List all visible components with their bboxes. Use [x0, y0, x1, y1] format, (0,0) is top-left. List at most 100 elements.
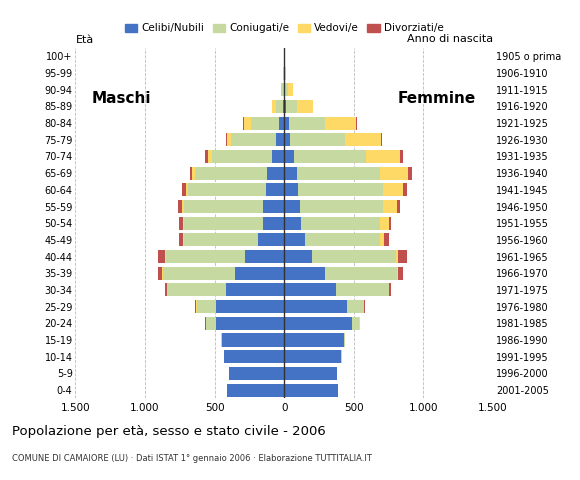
Bar — [190, 167, 193, 180]
Bar — [385, 233, 389, 246]
Bar — [178, 200, 182, 213]
Bar — [216, 317, 284, 330]
Bar — [208, 150, 212, 163]
Bar — [383, 183, 403, 196]
Bar — [396, 250, 398, 263]
Bar — [389, 216, 391, 230]
Bar — [224, 350, 284, 363]
Bar — [158, 250, 165, 263]
Bar — [283, 100, 284, 113]
Bar — [284, 150, 294, 163]
Bar — [263, 200, 284, 213]
Bar — [284, 216, 301, 230]
Bar — [184, 200, 263, 213]
Bar — [305, 233, 380, 246]
Bar — [325, 117, 356, 130]
Bar — [267, 167, 284, 180]
Bar — [271, 150, 284, 163]
Bar — [284, 200, 299, 213]
Bar — [408, 167, 412, 180]
Bar — [166, 250, 245, 263]
Bar — [381, 133, 382, 146]
Bar — [347, 300, 364, 313]
Bar — [276, 100, 283, 113]
Bar — [284, 233, 305, 246]
Bar — [312, 250, 396, 263]
Bar — [212, 150, 271, 163]
Bar — [165, 283, 167, 297]
Bar — [197, 300, 216, 313]
Bar — [276, 133, 284, 146]
Bar — [243, 117, 244, 130]
Bar — [195, 167, 267, 180]
Bar — [284, 300, 347, 313]
Bar — [380, 233, 385, 246]
Bar — [158, 267, 162, 280]
Bar — [397, 200, 400, 213]
Bar — [288, 83, 293, 96]
Text: Maschi: Maschi — [92, 91, 151, 106]
Legend: Celibi/Nubili, Coniugati/e, Vedovi/e, Divorziati/e: Celibi/Nubili, Coniugati/e, Vedovi/e, Di… — [125, 24, 444, 34]
Bar — [183, 233, 184, 246]
Bar — [284, 133, 291, 146]
Bar — [298, 183, 383, 196]
Bar — [163, 267, 235, 280]
Bar — [284, 317, 353, 330]
Bar — [165, 250, 166, 263]
Bar — [284, 334, 344, 347]
Bar — [284, 283, 336, 297]
Bar — [183, 216, 184, 230]
Bar — [222, 334, 284, 347]
Bar — [389, 283, 391, 297]
Text: Età: Età — [75, 35, 93, 45]
Bar — [284, 167, 297, 180]
Bar — [182, 183, 186, 196]
Bar — [186, 183, 188, 196]
Bar — [291, 133, 345, 146]
Bar — [179, 216, 183, 230]
Bar — [353, 317, 360, 330]
Bar — [297, 100, 313, 113]
Bar — [297, 167, 380, 180]
Bar — [221, 334, 222, 347]
Bar — [364, 300, 365, 313]
Text: COMUNE DI CAMAIORE (LU) · Dati ISTAT 1° gennaio 2006 · Elaborazione TUTTITALIA.I: COMUNE DI CAMAIORE (LU) · Dati ISTAT 1° … — [12, 454, 371, 463]
Bar — [263, 216, 284, 230]
Bar — [193, 167, 195, 180]
Bar — [235, 267, 284, 280]
Bar — [227, 384, 284, 396]
Bar — [336, 283, 389, 297]
Bar — [188, 183, 266, 196]
Bar — [231, 133, 276, 146]
Bar — [195, 300, 196, 313]
Bar — [284, 117, 289, 130]
Bar — [167, 283, 226, 297]
Bar — [284, 100, 285, 113]
Bar — [273, 100, 276, 113]
Bar — [398, 267, 403, 280]
Bar — [367, 150, 400, 163]
Bar — [284, 250, 312, 263]
Bar — [284, 83, 285, 96]
Bar — [227, 133, 231, 146]
Bar — [285, 83, 288, 96]
Bar — [398, 250, 407, 263]
Bar — [403, 183, 407, 196]
Text: Popolazione per età, sesso e stato civile - 2006: Popolazione per età, sesso e stato civil… — [12, 425, 325, 438]
Bar — [400, 150, 403, 163]
Bar — [383, 200, 397, 213]
Bar — [205, 150, 208, 163]
Bar — [184, 216, 263, 230]
Bar — [284, 384, 339, 396]
Bar — [380, 167, 408, 180]
Bar — [251, 117, 278, 130]
Text: Anno di nascita: Anno di nascita — [407, 35, 493, 45]
Bar — [278, 117, 284, 130]
Bar — [284, 183, 298, 196]
Bar — [397, 267, 398, 280]
Bar — [380, 216, 389, 230]
Bar — [184, 233, 258, 246]
Bar — [266, 183, 284, 196]
Bar — [289, 117, 325, 130]
Bar — [301, 216, 380, 230]
